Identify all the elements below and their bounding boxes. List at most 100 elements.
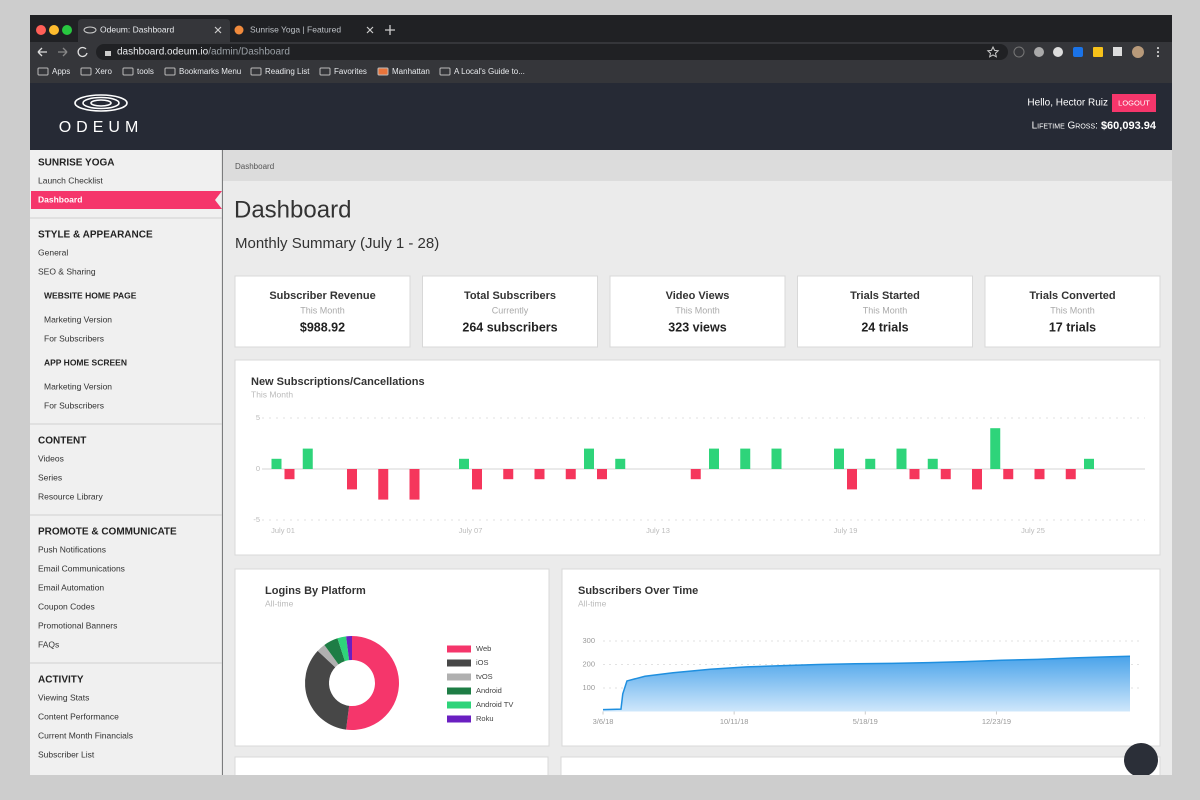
chart-subtitle: All-time — [578, 598, 607, 608]
active-indicator — [31, 191, 222, 209]
sidebar — [30, 150, 222, 775]
bookmark[interactable]: tools — [137, 67, 154, 76]
sidebar-item[interactable]: Email Communications — [38, 563, 125, 573]
logout-button[interactable] — [1112, 94, 1156, 112]
sidebar-subheading: WEBSITE HOME PAGE — [44, 290, 137, 300]
legend-label: Web — [476, 644, 491, 653]
sidebar-item[interactable]: Videos — [38, 453, 64, 463]
sidebar-item-active[interactable]: Dashboard — [38, 194, 82, 204]
sidebar-item[interactable]: Viewing Stats — [38, 692, 89, 702]
bookmark[interactable]: Xero — [95, 67, 112, 76]
legend-label: iOS — [476, 658, 489, 667]
reload-button[interactable] — [77, 46, 88, 58]
active-tab[interactable] — [78, 19, 230, 42]
sidebar-item[interactable]: Launch Checklist — [38, 175, 103, 185]
stat-label: Trials Converted — [1029, 290, 1115, 302]
extension-icon[interactable] — [1013, 46, 1025, 58]
pie-slice — [346, 636, 399, 730]
chart-subtitle: This Month — [251, 389, 293, 399]
sidebar-item[interactable]: Content Performance — [38, 711, 119, 721]
extension-icon[interactable] — [1053, 47, 1063, 57]
bookmark[interactable]: Apps — [52, 67, 70, 76]
extension-icon[interactable] — [1093, 47, 1103, 57]
bar — [472, 469, 482, 490]
tab-close[interactable] — [214, 26, 222, 34]
chart-card — [234, 568, 550, 747]
back-button[interactable] — [37, 47, 47, 57]
legend-swatch — [447, 645, 471, 653]
stat-label: Video Views — [666, 290, 730, 302]
chat-button[interactable] — [1124, 743, 1158, 777]
minimize-button[interactable] — [49, 25, 59, 35]
y-tick-label: 200 — [582, 659, 595, 668]
bookmark[interactable]: Reading List — [265, 67, 310, 76]
bar — [896, 448, 907, 469]
sidebar-item[interactable]: Coupon Codes — [38, 601, 95, 611]
pie-slice — [324, 638, 345, 665]
bookmark[interactable]: Manhattan — [392, 67, 430, 76]
stat-label: Trials Started — [850, 290, 920, 302]
sidebar-item[interactable]: Marketing Version — [44, 381, 112, 391]
omnibox[interactable] — [96, 44, 1008, 60]
close-button[interactable] — [36, 25, 46, 35]
x-tick-label: July 13 — [646, 526, 670, 535]
bar — [302, 448, 313, 469]
tab-close[interactable] — [366, 26, 374, 34]
stat-card — [797, 275, 973, 348]
breadcrumb: Dashboard — [235, 162, 274, 171]
pie-slice — [337, 636, 350, 662]
sidebar-item[interactable]: For Subscribers — [44, 333, 104, 343]
sidebar-heading: PROMOTE & COMMUNICATE — [38, 527, 177, 538]
forward-button[interactable] — [58, 47, 68, 57]
bar — [771, 448, 782, 469]
sidebar-item[interactable]: For Subscribers — [44, 400, 104, 410]
extension-icon[interactable] — [1034, 47, 1044, 57]
sidebar-item[interactable]: Email Automation — [38, 582, 104, 592]
bar — [284, 469, 295, 480]
legend-label: Android — [476, 686, 502, 695]
stat-card — [984, 275, 1161, 348]
line — [602, 655, 1131, 711]
greeting: Hello, Hector Ruiz — [1027, 98, 1108, 109]
sidebar-item[interactable]: Resource Library — [38, 491, 103, 501]
sidebar-item[interactable]: Current Month Financials — [38, 730, 133, 740]
logo-mark — [74, 94, 128, 112]
tab-icon — [83, 26, 97, 34]
zoom-button[interactable] — [62, 25, 72, 35]
tab-icon — [234, 25, 244, 35]
sidebar-heading: SUNRISE YOGA — [38, 158, 115, 169]
bookmark[interactable]: Favorites — [334, 67, 367, 76]
bookmark[interactable]: Bookmarks Menu — [179, 67, 241, 76]
stat-period: This Month — [863, 305, 908, 315]
tab-title[interactable]: Sunrise Yoga | Featured — [250, 24, 341, 34]
stat-period: This Month — [300, 305, 345, 315]
legend-label: Roku — [476, 714, 494, 723]
new-tab[interactable] — [385, 25, 395, 35]
extensions-menu[interactable] — [1113, 47, 1122, 56]
bar — [503, 469, 514, 480]
logout-label[interactable]: LOGOUT — [1118, 98, 1150, 107]
bar — [690, 469, 701, 480]
bar — [1084, 458, 1094, 469]
extension-icon[interactable] — [1073, 47, 1083, 57]
logo-text: ODEUM — [59, 119, 144, 136]
sidebar-item[interactable]: Marketing Version — [44, 314, 112, 324]
legend-swatch — [447, 687, 471, 695]
bookmark[interactable]: A Local's Guide to... — [454, 67, 525, 76]
sidebar-item[interactable]: FAQs — [38, 639, 59, 649]
sidebar-item[interactable]: General — [38, 247, 68, 257]
sidebar-item[interactable]: SEO & Sharing — [38, 266, 96, 276]
sidebar-item[interactable]: Series — [38, 472, 62, 482]
bookmark-star[interactable] — [986, 45, 1000, 58]
bar — [1003, 469, 1014, 480]
sidebar-item[interactable]: Push Notifications — [38, 544, 106, 554]
profile-avatar[interactable] — [1132, 46, 1144, 58]
lock-icon — [105, 51, 111, 56]
sidebar-item[interactable]: Subscriber List — [38, 749, 95, 759]
sidebar-item[interactable]: Promotional Banners — [38, 620, 117, 630]
bookmark-icon — [319, 67, 331, 76]
bookmark-icon — [377, 67, 389, 76]
sidebar-heading: CONTENT — [38, 436, 86, 447]
card — [234, 756, 549, 775]
